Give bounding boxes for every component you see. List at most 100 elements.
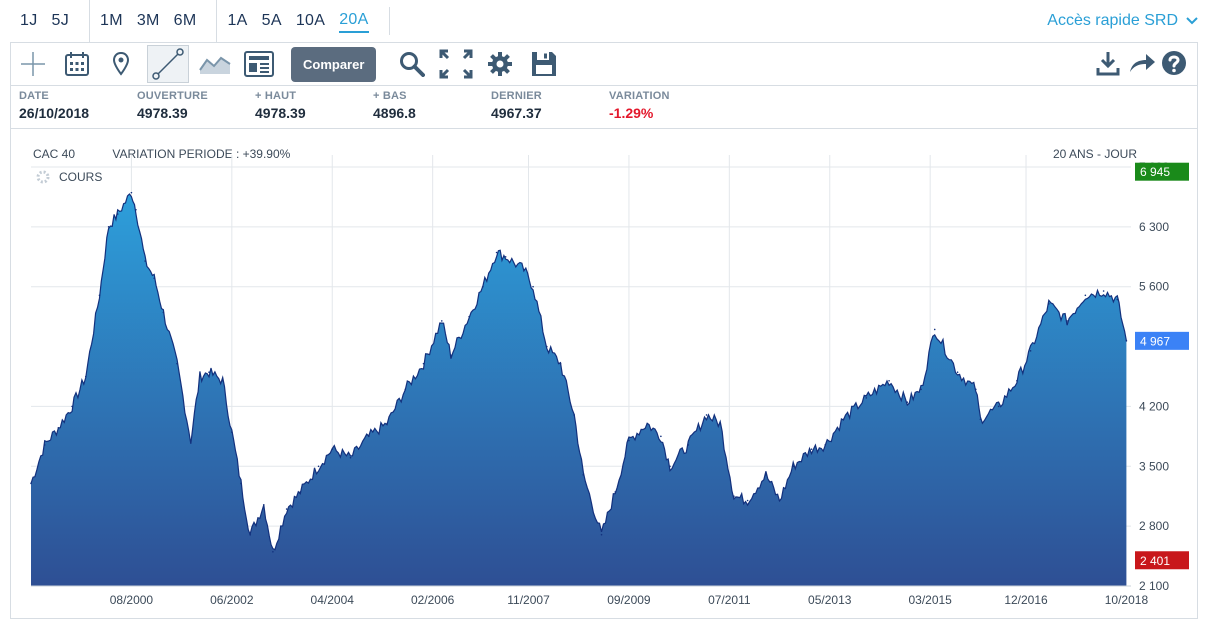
x-tick-label: 03/2015 — [908, 593, 952, 607]
data-point — [221, 379, 224, 382]
data-point — [778, 499, 781, 502]
help-tool[interactable] — [1159, 43, 1189, 83]
data-point — [660, 435, 662, 438]
data-point — [545, 345, 548, 348]
period-group-days: 1J 5J — [10, 0, 89, 42]
help-icon — [1162, 51, 1186, 75]
period-button-10a[interactable]: 10A — [295, 12, 326, 29]
stat-variation: VARIATION -1.29% — [609, 90, 727, 128]
data-point — [628, 439, 630, 442]
data-point — [249, 533, 251, 536]
data-point — [116, 213, 119, 215]
trendline-tool[interactable] — [147, 45, 189, 83]
data-point — [162, 311, 165, 314]
stat-value: 4978.39 — [137, 105, 188, 121]
x-tick-label: 10/2018 — [1105, 593, 1149, 607]
data-point — [1116, 298, 1119, 301]
data-point — [1102, 290, 1105, 292]
marker-tool[interactable] — [99, 44, 143, 84]
data-point — [956, 371, 959, 374]
calendar-tool[interactable] — [55, 44, 99, 84]
period-button-5a[interactable]: 5A — [261, 12, 282, 29]
settings-tool[interactable] — [478, 44, 522, 84]
data-point — [687, 444, 690, 446]
data-point — [367, 435, 370, 438]
x-tick-label: 02/2006 — [411, 593, 455, 607]
data-point — [979, 418, 982, 421]
max-value-badge: 6 945 — [1140, 165, 1170, 179]
data-point — [468, 315, 470, 318]
chart-frame: CAC 40 VARIATION PERIODE : +39.90% 20 AN… — [10, 128, 1198, 619]
min-value-badge: 2 401 — [1140, 554, 1170, 568]
data-point — [482, 285, 484, 288]
min-value-badge-bg — [1135, 551, 1189, 570]
gear-icon — [488, 52, 513, 76]
period-group-months: 1M 3M 6M — [89, 0, 216, 42]
x-tick-label: 08/2000 — [110, 593, 154, 607]
period-button-1m[interactable]: 1M — [100, 12, 123, 29]
data-point — [1066, 320, 1068, 322]
period-button-1a[interactable]: 1A — [227, 12, 248, 29]
trendline-icon — [152, 48, 184, 80]
data-point — [189, 439, 192, 442]
x-tick-label: 09/2009 — [607, 593, 651, 607]
crosshair-tool[interactable] — [11, 44, 55, 84]
zoom-tool[interactable] — [390, 44, 434, 84]
data-point — [573, 414, 575, 416]
data-point — [299, 491, 302, 493]
data-point — [422, 362, 425, 365]
period-button-20a[interactable]: 20A — [339, 9, 369, 33]
data-point — [153, 277, 156, 279]
data-point — [450, 354, 452, 356]
period-button-3m[interactable]: 3M — [136, 12, 160, 29]
data-point — [495, 251, 498, 254]
data-point — [532, 285, 534, 288]
download-tool[interactable] — [1091, 43, 1125, 83]
data-point — [1084, 294, 1087, 297]
y-tick-label: 5 600 — [1139, 280, 1169, 294]
calendar-icon — [65, 52, 89, 76]
instrument-name: CAC 40 — [33, 147, 76, 161]
download-icon — [1096, 52, 1120, 76]
crosshair-icon — [21, 52, 45, 76]
data-point — [582, 474, 585, 476]
quick-access-dropdown[interactable]: Accès rapide SRD — [1047, 12, 1198, 30]
fullscreen-tool[interactable] — [434, 44, 478, 84]
stat-label: + HAUT — [255, 90, 297, 102]
data-point — [1029, 350, 1032, 352]
data-point — [810, 448, 813, 450]
data-point — [285, 508, 288, 510]
period-button-5j[interactable]: 5J — [51, 12, 69, 29]
data-point — [331, 448, 334, 450]
data-point — [733, 495, 735, 498]
last-value-badge-bg — [1135, 331, 1189, 350]
map-pin-icon — [112, 51, 130, 76]
stat-value: 4967.37 — [491, 105, 542, 121]
quote-stats: DATE 26/10/2018 OUVERTURE 4978.39 + HAUT 4978… — [10, 85, 1198, 128]
data-point — [842, 418, 845, 421]
data-point — [646, 422, 648, 425]
data-point — [71, 405, 73, 408]
data-point — [1016, 379, 1018, 382]
data-point — [906, 401, 909, 403]
stat-label: + BAS — [373, 90, 407, 102]
save-tool[interactable] — [522, 44, 566, 84]
stat-ouverture: OUVERTURE 4978.39 — [137, 90, 255, 128]
period-button-6m[interactable]: 6M — [173, 12, 197, 29]
y-tick-label: 2 100 — [1139, 579, 1169, 593]
data-point — [144, 260, 146, 262]
period-button-1j[interactable]: 1J — [20, 12, 38, 29]
share-tool[interactable] — [1125, 43, 1159, 83]
area-chart-icon — [199, 56, 231, 74]
price-area — [31, 194, 1127, 586]
data-point — [1125, 340, 1128, 342]
legend-gear-icon — [36, 170, 50, 184]
compare-button[interactable]: Comparer — [291, 46, 377, 82]
data-point — [208, 371, 210, 374]
news-tool[interactable] — [237, 44, 281, 84]
data-point — [523, 268, 525, 271]
data-point — [349, 456, 352, 459]
area-chart-tool[interactable] — [193, 44, 237, 84]
stat-label: OUVERTURE — [137, 90, 208, 102]
